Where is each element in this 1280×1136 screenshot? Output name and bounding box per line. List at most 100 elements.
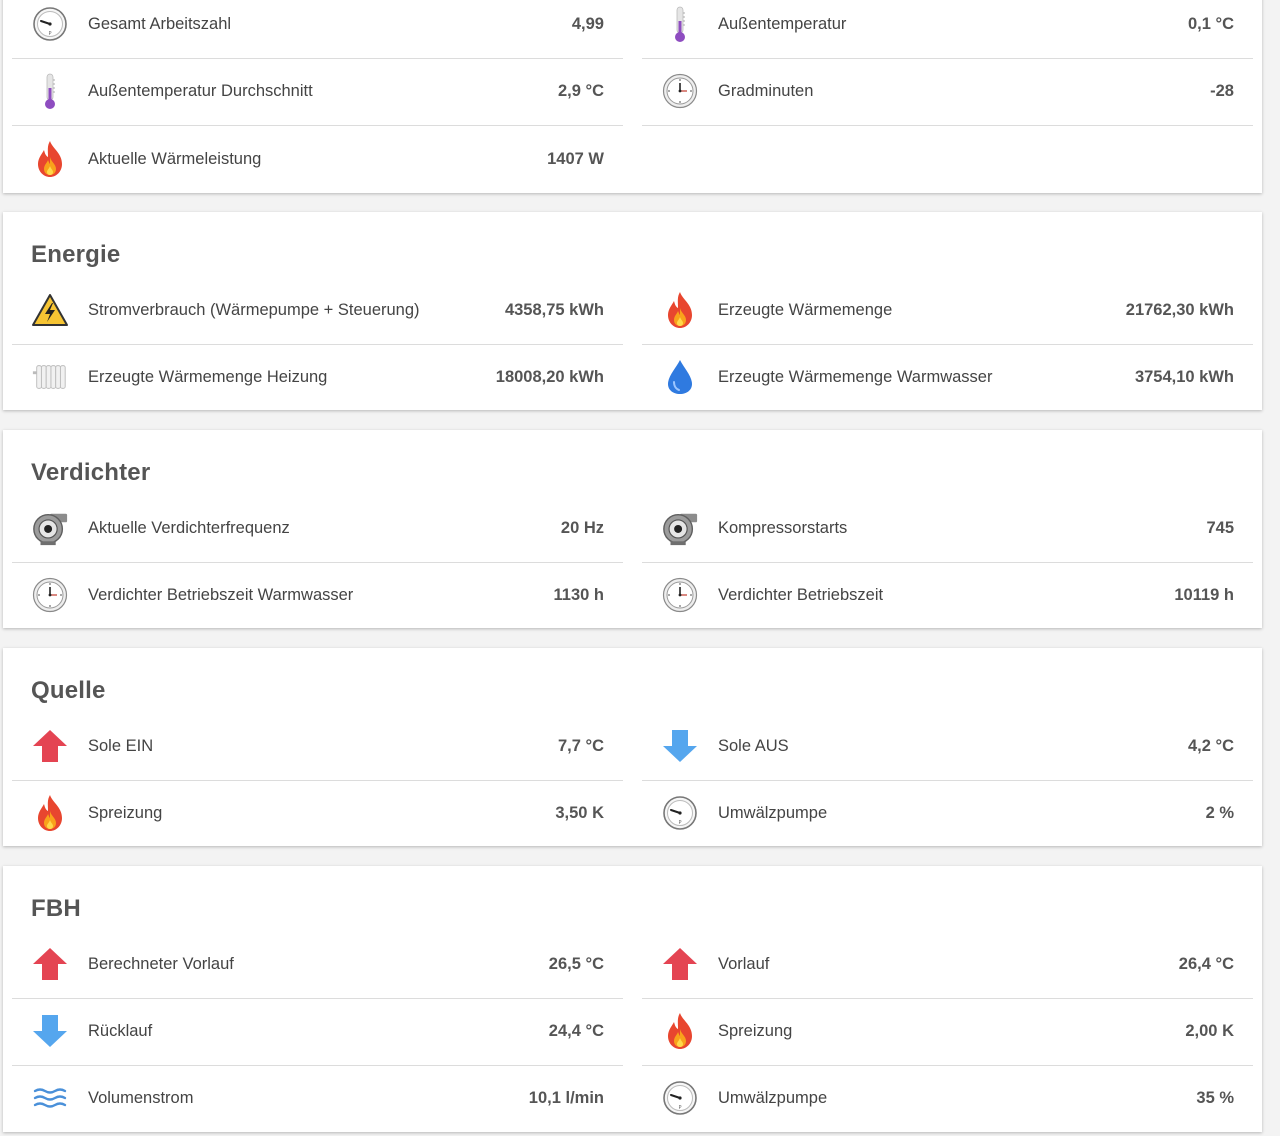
row-value: 26,4 °C (1178, 955, 1234, 973)
compressor-icon (31, 509, 69, 547)
row-value: 18008,20 kWh (495, 368, 604, 386)
row-spreizung[interactable]: Spreizung 3,50 K (12, 780, 623, 847)
row-value: 10,1 l/min (528, 1089, 604, 1107)
gauge-icon: P (661, 794, 699, 832)
row-label: Erzeugte Wärmemenge (718, 301, 893, 319)
row-stromverbrauch[interactable]: Stromverbrauch (Wärmepumpe + Steuerung) … (12, 277, 623, 345)
row-label: Außentemperatur (718, 15, 847, 33)
row-label: Spreizung (718, 1022, 793, 1040)
row-value: 0,1 °C (1187, 15, 1234, 33)
row-value: 4,2 °C (1187, 737, 1234, 755)
overview-card: P Gesamt Arbeitszahl 4,99 Außentemperatu… (3, 0, 1262, 193)
flame-icon (661, 1012, 699, 1050)
card-title: FBH (31, 895, 81, 922)
row-aussentemperatur[interactable]: Außentemperatur 0,1 °C (642, 0, 1253, 59)
row-umwaelzpumpe[interactable]: P Umwälzpumpe 35 % (642, 1065, 1253, 1132)
fbh-card: FBH Berechneter Vorlauf 26,5 °C Vorlauf … (3, 866, 1262, 1132)
row-value: 3754,10 kWh (1134, 368, 1234, 386)
row-value: 4,99 (571, 15, 604, 33)
row-label: Erzeugte Wärmemenge Warmwasser (718, 368, 993, 386)
row-sole-aus[interactable]: Sole AUS 4,2 °C (642, 713, 1253, 781)
row-value: 10119 h (1174, 586, 1234, 604)
clock-icon (31, 576, 69, 614)
card-title: Quelle (31, 677, 106, 704)
row-value: 21762,30 kWh (1125, 301, 1234, 319)
row-erzeugte-waermemenge[interactable]: Erzeugte Wärmemenge 21762,30 kWh (642, 277, 1253, 345)
clock-icon (661, 576, 699, 614)
row-value: 24,4 °C (548, 1022, 604, 1040)
row-aktuelle-waermeleistung[interactable]: Aktuelle Wärmeleistung 1407 W (12, 126, 623, 193)
row-value: -28 (1210, 82, 1234, 100)
arrow-up-icon (31, 727, 69, 765)
flame-icon (661, 291, 699, 329)
row-vorlauf[interactable]: Vorlauf 26,4 °C (642, 931, 1253, 999)
row-value: 26,5 °C (548, 955, 604, 973)
row-label: Kompressorstarts (718, 519, 848, 537)
row-betriebszeit[interactable]: Verdichter Betriebszeit 10119 h (642, 562, 1253, 629)
row-value: 20 Hz (560, 519, 604, 537)
row-label: Gesamt Arbeitszahl (88, 15, 232, 33)
row-value: 1407 W (547, 150, 604, 168)
row-value: 4358,75 kWh (504, 301, 604, 319)
row-volumenstrom[interactable]: Volumenstrom 10,1 l/min (12, 1065, 623, 1132)
row-value: 2,9 °C (557, 82, 604, 100)
thermometer-icon (31, 72, 69, 110)
waves-icon (31, 1079, 69, 1117)
svg-text:P: P (678, 1105, 681, 1111)
gauge-icon: P (31, 5, 69, 43)
arrow-up-icon (31, 945, 69, 983)
row-label: Volumenstrom (88, 1089, 194, 1107)
gauge-icon: P (661, 1079, 699, 1117)
row-label: Umwälzpumpe (718, 1089, 828, 1107)
row-label: Berechneter Vorlauf (88, 955, 234, 973)
clock-icon (661, 72, 699, 110)
arrow-down-icon (31, 1012, 69, 1050)
verdichter-card: Verdichter Aktuelle Verdichterfrequenz 2… (3, 430, 1262, 628)
row-sole-ein[interactable]: Sole EIN 7,7 °C (12, 713, 623, 781)
row-label: Verdichter Betriebszeit Warmwasser (88, 586, 354, 604)
compressor-icon (661, 509, 699, 547)
svg-text:P: P (678, 820, 681, 826)
arrow-up-icon (661, 945, 699, 983)
row-umwaelzpumpe[interactable]: P Umwälzpumpe 2 % (642, 780, 1253, 847)
row-label: Außentemperatur Durchschnitt (88, 82, 313, 100)
row-label: Vorlauf (718, 955, 770, 973)
row-kompressorstarts[interactable]: Kompressorstarts 745 (642, 495, 1253, 563)
row-berechneter-vorlauf[interactable]: Berechneter Vorlauf 26,5 °C (12, 931, 623, 999)
arrow-down-icon (661, 727, 699, 765)
row-label: Aktuelle Wärmeleistung (88, 150, 262, 168)
row-label: Sole EIN (88, 737, 154, 755)
row-label: Verdichter Betriebszeit (718, 586, 884, 604)
row-value: 2 % (1205, 804, 1234, 822)
flame-icon (31, 794, 69, 832)
row-gesamt-arbeitszahl[interactable]: P Gesamt Arbeitszahl 4,99 (12, 0, 623, 59)
row-label: Sole AUS (718, 737, 789, 755)
thermometer-icon (661, 5, 699, 43)
row-spreizung[interactable]: Spreizung 2,00 K (642, 998, 1253, 1066)
energie-card: Energie Stromverbrauch (Wärmepumpe + Ste… (3, 212, 1262, 410)
row-aussentemperatur-durchschnitt[interactable]: Außentemperatur Durchschnitt 2,9 °C (12, 58, 623, 126)
card-title: Verdichter (31, 459, 151, 486)
row-label: Aktuelle Verdichterfrequenz (88, 519, 290, 537)
row-verdichterfrequenz[interactable]: Aktuelle Verdichterfrequenz 20 Hz (12, 495, 623, 563)
quelle-card: Quelle Sole EIN 7,7 °C Sole AUS 4,2 °C S… (3, 648, 1262, 846)
row-betriebszeit-warmwasser[interactable]: Verdichter Betriebszeit Warmwasser 1130 … (12, 562, 623, 629)
row-erzeugte-waermemenge-heizung[interactable]: Erzeugte Wärmemenge Heizung 18008,20 kWh (12, 344, 623, 411)
row-label: Gradminuten (718, 82, 814, 100)
row-label: Rücklauf (88, 1022, 153, 1040)
row-gradminuten[interactable]: Gradminuten -28 (642, 58, 1253, 126)
svg-text:P: P (48, 31, 51, 37)
radiator-icon (31, 358, 69, 396)
row-label: Umwälzpumpe (718, 804, 828, 822)
row-value: 2,00 K (1185, 1022, 1234, 1040)
row-value: 745 (1206, 519, 1234, 537)
row-value: 1130 h (553, 586, 604, 604)
water-drop-icon (661, 358, 699, 396)
row-value: 7,7 °C (557, 737, 604, 755)
row-erzeugte-waermemenge-warmwasser[interactable]: Erzeugte Wärmemenge Warmwasser 3754,10 k… (642, 344, 1253, 411)
row-ruecklauf[interactable]: Rücklauf 24,4 °C (12, 998, 623, 1066)
row-label: Stromverbrauch (Wärmepumpe + Steuerung) (88, 301, 420, 319)
row-label: Erzeugte Wärmemenge Heizung (88, 368, 328, 386)
row-value: 3,50 K (555, 804, 604, 822)
row-value: 35 % (1196, 1089, 1234, 1107)
